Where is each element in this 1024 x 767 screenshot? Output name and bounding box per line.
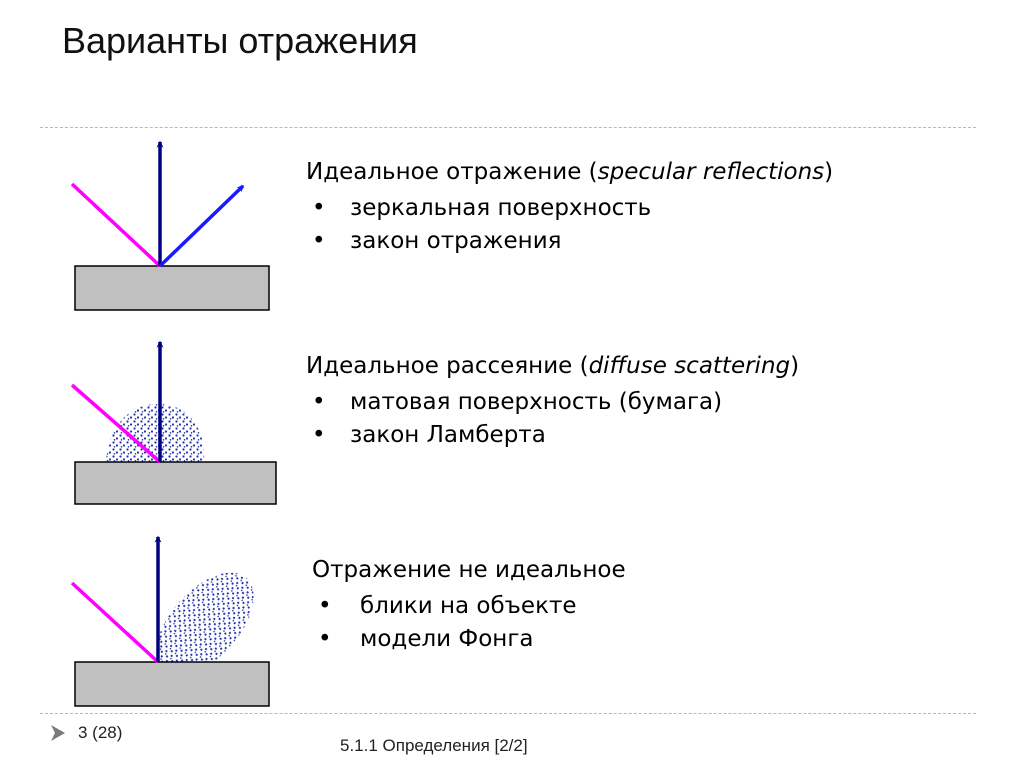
- list-item: зеркальная поверхность: [306, 192, 833, 225]
- list-item: матовая поверхность (бумага): [306, 386, 799, 419]
- section-title: Отражение не идеальное: [312, 554, 626, 586]
- list-item: закон отражения: [306, 225, 833, 258]
- incident-ray: [70, 182, 162, 268]
- reflected-arrow: [158, 184, 245, 268]
- title-term: specular reflections: [597, 159, 825, 185]
- glossy-diagram: [70, 535, 270, 707]
- diffuse-diagram: [70, 340, 277, 505]
- bullet-list: блики на объекте модели Фонга: [312, 590, 626, 656]
- section-diffuse: Идеальное рассеяние (diffuse scattering)…: [306, 350, 799, 452]
- title-prefix: Отражение не идеальное: [312, 557, 626, 583]
- incident-ray: [70, 581, 160, 664]
- section-title: Идеальное отражение (specular reflection…: [306, 156, 833, 188]
- scatter-lobe: [106, 404, 205, 462]
- bottom-divider: [40, 713, 976, 714]
- play-arrow-icon[interactable]: [48, 723, 68, 743]
- title-suffix: ): [790, 353, 800, 379]
- title-suffix: ): [824, 159, 834, 185]
- section-nonideal: Отражение не идеальное блики на объекте …: [312, 554, 626, 656]
- list-item: закон Ламберта: [306, 419, 799, 452]
- footer-section-label: 5.1.1 Определения [2/2]: [340, 736, 528, 755]
- title-term: diffuse scattering: [588, 353, 791, 379]
- bullet-list: матовая поверхность (бумага) закон Ламбе…: [306, 386, 799, 452]
- bullet-list: зеркальная поверхность закон отражения: [306, 192, 833, 258]
- list-item: модели Фонга: [312, 623, 626, 656]
- surface-block: [74, 265, 270, 311]
- page-number: 3 (28): [78, 723, 123, 742]
- section-title: Идеальное рассеяние (diffuse scattering): [306, 350, 799, 382]
- specular-diagram: [70, 140, 270, 311]
- slide-title: Варианты отражения: [62, 20, 418, 61]
- top-divider: [40, 127, 976, 128]
- highlight-lobe: [156, 572, 254, 676]
- section-specular: Идеальное отражение (specular reflection…: [306, 156, 833, 258]
- surface-block: [74, 461, 277, 505]
- title-prefix: Идеальное отражение (: [306, 159, 598, 185]
- surface-block: [74, 661, 270, 707]
- incident-ray: [70, 383, 162, 464]
- list-item: блики на объекте: [312, 590, 626, 623]
- title-prefix: Идеальное рассеяние (: [306, 353, 589, 379]
